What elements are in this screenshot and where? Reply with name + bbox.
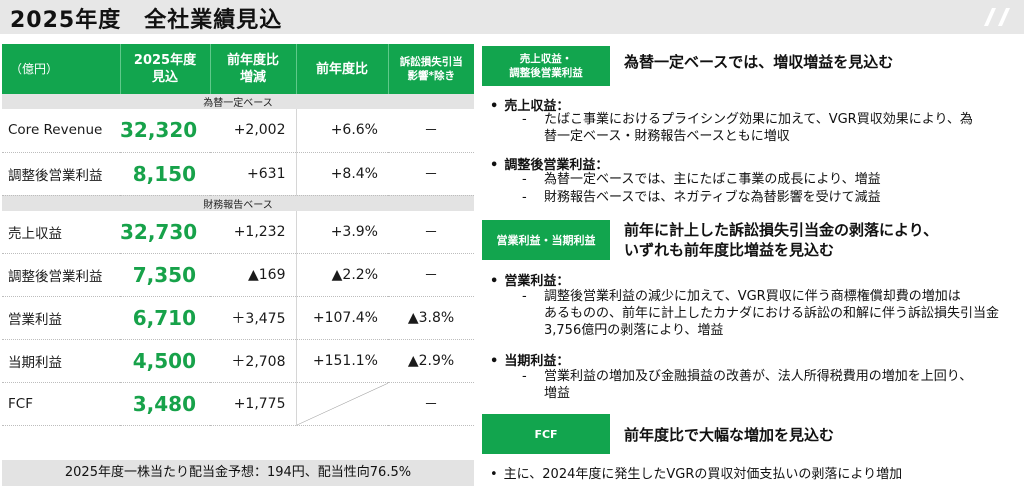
heading-fcf: 前年度比で大幅な増加を見込む — [624, 426, 835, 444]
row-label: 営業利益 — [2, 296, 120, 340]
sub-op-income: - 調整後営業利益の減少に加えて、VGR買収に伴う商標権償却費の増加は あるものの、… — [522, 289, 1000, 338]
sub-revenue: - たばこ事業におけるプライシング効果に加えて、VGR買収効果により、為 替一定ベー… — [522, 112, 973, 144]
row-ratio: +3.9% — [296, 210, 388, 254]
row-ratio-na — [296, 382, 388, 426]
tag-op-net-income: 営業利益・当期利益 — [482, 220, 610, 260]
row-value: 8,150 — [120, 152, 210, 196]
row-ratio: +8.4% — [296, 152, 388, 196]
diagonal-slash — [296, 383, 388, 425]
row-excl: ▲3.8% — [388, 296, 474, 340]
row-change: +1,232 — [210, 210, 297, 254]
yoy-change-header: 前年度比 増減 — [210, 44, 297, 94]
row-excl: ▲2.9% — [388, 339, 474, 383]
table-row: 当期利益 4,500 ＋2,708 +151.1% ▲2.9% — [2, 339, 474, 383]
section-constant-fx: 為替一定ベース — [2, 94, 474, 109]
table-row: Core Revenue 32,320 +2,002 +6.6% － — [2, 109, 474, 153]
row-value: 6,710 — [120, 296, 210, 340]
excl-litigation-header: 訴訟損失引当 影響*除き — [388, 44, 474, 94]
row-label: 調整後営業利益 — [2, 253, 120, 297]
brand-logo-icon — [984, 8, 1010, 26]
row-label: Core Revenue — [2, 109, 120, 153]
row-change: ＋3,475 — [210, 296, 297, 340]
table-row: 調整後営業利益 7,350 ▲169 ▲2.2% － — [2, 253, 474, 297]
note-fcf: • 主に、2024年度に発生したVGRの買収対価支払いの剥落により増加 — [490, 467, 903, 482]
sub-adjusted-op-2: - 財務報告ベースでは、ネガティブな為替影響を受けて減益 — [522, 190, 881, 205]
heading-revenue-adjusted-op: 為替一定ベースでは、増収増益を見込む — [624, 53, 894, 71]
bullet-op-income: 営業利益： — [490, 270, 569, 289]
row-value: 3,480 — [120, 382, 210, 426]
row-excl: － — [388, 109, 474, 153]
row-label: 当期利益 — [2, 339, 120, 383]
row-label: FCF — [2, 382, 120, 426]
dividend-note: 2025年度一株当たり配当金予想：194円、配当性向76.5% — [2, 460, 474, 486]
bullet-net-income: 当期利益： — [490, 350, 569, 369]
title-bar — [0, 0, 1024, 34]
row-ratio: +6.6% — [296, 109, 388, 153]
forecast-header: 2025年度 見込 — [120, 44, 211, 94]
sub-adjusted-op-1: - 為替一定ベースでは、主にたばこ事業の成長により、増益 — [522, 172, 881, 187]
row-ratio: ▲2.2% — [296, 253, 388, 297]
row-value: 7,350 — [120, 253, 210, 297]
heading-op-net-income: 前年に計上した訴訟損失引当金の剥落により、 いずれも前年度比増益を見込む — [624, 221, 939, 259]
row-change: ▲169 — [210, 253, 297, 297]
bullet-adjusted-op: 調整後営業利益： — [490, 154, 608, 173]
row-label: 調整後営業利益 — [2, 152, 120, 196]
forecast-table: （億円） 2025年度 見込 前年度比 増減 前年度比 訴訟損失引当 影響*除き 為替… — [2, 44, 474, 426]
row-value: 32,320 — [120, 109, 210, 153]
table-row: 営業利益 6,710 ＋3,475 +107.4% ▲3.8% — [2, 296, 474, 340]
row-excl: － — [388, 382, 474, 426]
row-change: +2,002 — [210, 109, 297, 153]
section-reported: 財務報告ベース — [2, 195, 474, 211]
table-row: 調整後営業利益 8,150 +631 +8.4% － — [2, 152, 474, 196]
row-ratio: +151.1% — [296, 339, 388, 383]
yoy-ratio-header: 前年度比 — [296, 44, 389, 94]
row-change: +631 — [210, 152, 297, 196]
row-change: ＋2,708 — [210, 339, 297, 383]
tag-fcf: FCF — [482, 414, 610, 454]
bullet-revenue: 売上収益： — [490, 95, 569, 114]
row-value: 32,730 — [120, 210, 210, 254]
table-row: FCF 3,480 +1,775 － — [2, 382, 474, 426]
tag-revenue-adjusted-op: 売上収益・ 調整後営業利益 — [482, 46, 610, 86]
sub-net-income: - 営業利益の増加及び金融損益の改善が、法人所得税費用の増加を上回り、 増益 — [522, 369, 973, 401]
row-change: +1,775 — [210, 382, 297, 426]
row-ratio: +107.4% — [296, 296, 388, 340]
row-excl: － — [388, 253, 474, 297]
row-excl: － — [388, 152, 474, 196]
row-excl: － — [388, 210, 474, 254]
unit-header: （億円） — [2, 44, 121, 94]
table-row: 売上収益 32,730 +1,232 +3.9% － — [2, 210, 474, 254]
row-value: 4,500 — [120, 339, 210, 383]
page-title: 2025年度 全社業績見込 — [10, 8, 283, 33]
row-label: 売上収益 — [2, 210, 120, 254]
